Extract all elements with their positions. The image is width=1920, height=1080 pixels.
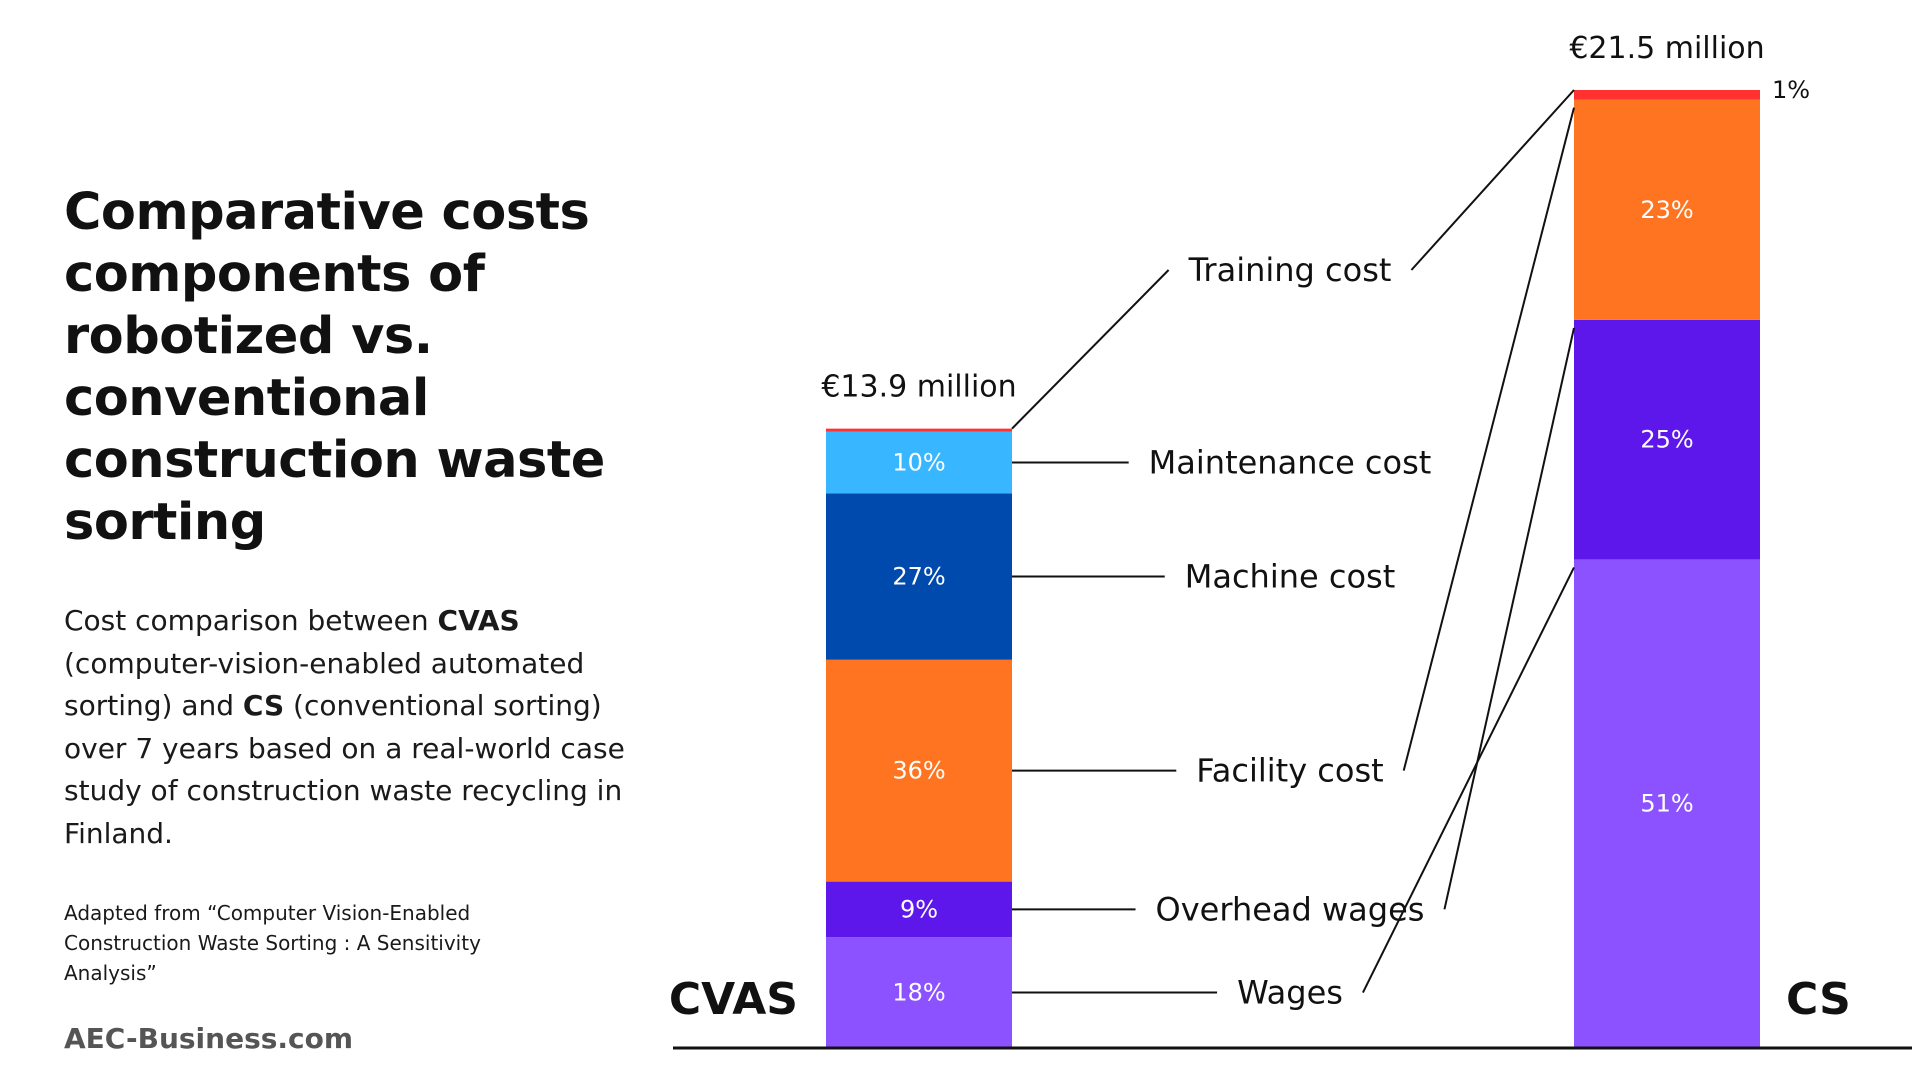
legend-label-wages: Wages bbox=[1237, 974, 1343, 1012]
bar-cs-training-cost bbox=[1574, 90, 1760, 100]
value-label-cvas-facility-cost: 36% bbox=[892, 757, 945, 785]
page-title: Comparative costs components of robotize… bbox=[64, 183, 605, 552]
total-label-cvas: €13.9 million bbox=[821, 370, 1016, 405]
category-label-cs: CS bbox=[1786, 974, 1851, 1025]
leader-line-cvas-training-cost bbox=[1011, 269, 1170, 430]
legend-label-training-cost: Training cost bbox=[1188, 251, 1392, 289]
bar-cvas-machine-cost bbox=[826, 493, 1012, 660]
value-label-cs-facility-cost: 23% bbox=[1640, 196, 1693, 224]
leader-line-cs-training-cost bbox=[1410, 89, 1575, 271]
value-label-cvas-machine-cost: 27% bbox=[892, 563, 945, 591]
category-label-cvas: CVAS bbox=[669, 974, 798, 1025]
value-label-cvas-wages: 18% bbox=[892, 979, 945, 1007]
description: Cost comparison between CVAS (computer-v… bbox=[64, 600, 664, 855]
bar-cs-overhead-wages bbox=[1574, 319, 1760, 560]
bar-cvas-training-cost bbox=[826, 428, 1012, 432]
leader-line-cs-wages bbox=[1362, 566, 1575, 993]
bar-cvas-overhead-wages bbox=[826, 881, 1012, 938]
source-citation: Adapted from “Computer Vision-Enabled Co… bbox=[64, 901, 481, 985]
legend-label-overhead-wages: Overhead wages bbox=[1156, 890, 1425, 928]
bar-cvas-facility-cost bbox=[826, 659, 1012, 882]
description-cvas: CVAS bbox=[437, 604, 520, 637]
value-label-cs-wages: 51% bbox=[1640, 790, 1693, 818]
leader-line-cs-overhead-wages bbox=[1443, 327, 1575, 910]
leader-line-cs-facility-cost bbox=[1402, 107, 1575, 771]
description-text-1: Cost comparison between bbox=[64, 604, 438, 637]
value-label-cs-training-cost: 1% bbox=[1772, 76, 1810, 104]
bar-cvas-maintenance-cost bbox=[826, 431, 1012, 494]
value-label-cs-overhead-wages: 25% bbox=[1640, 426, 1693, 454]
legend-label-machine-cost: Machine cost bbox=[1185, 558, 1396, 596]
value-label-cvas-overhead-wages: 9% bbox=[900, 895, 938, 923]
description-text-2: (computer-vision-enabled automated sorti… bbox=[64, 646, 585, 723]
description-cs: CS bbox=[242, 689, 285, 722]
value-label-cvas-maintenance-cost: 10% bbox=[892, 449, 945, 477]
bar-cs-facility-cost bbox=[1574, 99, 1760, 320]
brand-footer: AEC-Business.com bbox=[64, 1022, 354, 1055]
total-label-cs: €21.5 million bbox=[1569, 31, 1764, 66]
legend-label-facility-cost: Facility cost bbox=[1196, 752, 1383, 790]
legend-label-maintenance-cost: Maintenance cost bbox=[1149, 444, 1432, 482]
bar-cs-wages bbox=[1574, 559, 1760, 1048]
bar-cvas-wages bbox=[826, 937, 1012, 1048]
description-text-3: (conventional sorting) over 7 years base… bbox=[64, 689, 625, 850]
